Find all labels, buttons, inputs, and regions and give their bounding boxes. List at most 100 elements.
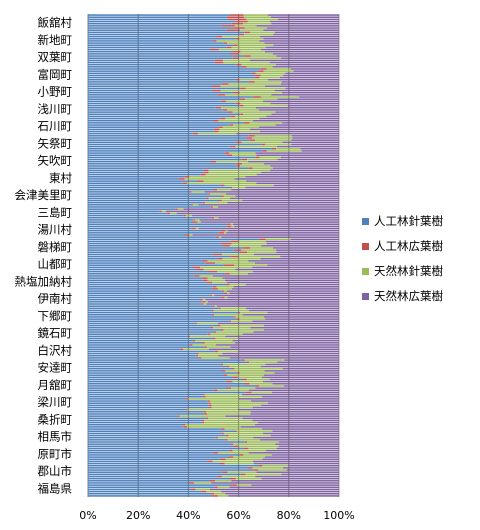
category-label: 浅川町 — [38, 102, 73, 116]
bar-segment — [239, 38, 264, 40]
bar-segment — [88, 255, 231, 258]
bar-segment — [195, 339, 233, 342]
bar-segment — [242, 378, 247, 381]
bar-segment — [216, 40, 260, 42]
bar-segment — [270, 434, 339, 437]
bar-segment — [209, 480, 216, 482]
bar-segment — [88, 195, 222, 197]
bar-segment — [275, 124, 339, 126]
bar-segment — [195, 354, 199, 357]
bar-segment — [268, 78, 339, 81]
bar-segment — [217, 350, 239, 353]
bar-segment — [233, 316, 236, 318]
bar-segment — [88, 128, 214, 131]
bar-segment — [217, 257, 223, 260]
bar-segment — [88, 119, 214, 122]
bar-segment — [221, 490, 339, 493]
bar-segment — [265, 318, 339, 320]
bar-segment — [214, 294, 339, 297]
x-tick-label: 0% — [79, 509, 96, 522]
bar-segment — [230, 346, 339, 348]
bar-segment — [88, 225, 227, 228]
bar-segment — [271, 147, 277, 150]
bar-segment — [240, 165, 271, 167]
bar-segment — [239, 251, 248, 254]
bar-segment — [259, 385, 284, 387]
bar-segment — [236, 318, 240, 320]
bar-segment — [184, 178, 235, 180]
bar-segment — [88, 357, 200, 359]
bar-segment — [209, 48, 219, 51]
bar-segment — [226, 154, 233, 157]
bar-segment — [196, 322, 218, 325]
bar-segment — [207, 413, 251, 415]
bar-segment — [88, 27, 234, 29]
bar-segment — [244, 441, 248, 443]
bar-segment — [244, 31, 251, 34]
bar-segment — [235, 102, 241, 105]
bar-segment — [88, 242, 221, 245]
bar-segment — [88, 89, 212, 92]
bar-segment — [88, 234, 185, 236]
bar-segment — [239, 372, 275, 374]
bar-segment — [223, 59, 251, 62]
bar-group — [88, 169, 339, 187]
bar-segment — [88, 124, 230, 126]
bar-segment — [256, 25, 339, 27]
bar-segment — [203, 169, 209, 172]
bar-segment — [88, 467, 248, 469]
bar-segment — [230, 197, 339, 200]
bar-segment — [292, 137, 339, 139]
bar-group — [88, 31, 339, 49]
bar-segment — [242, 417, 339, 420]
bar-segment — [215, 262, 255, 264]
bar-segment — [264, 50, 339, 53]
bar-segment — [222, 35, 260, 38]
bar-segment — [217, 94, 226, 96]
bar-segment — [233, 27, 245, 29]
bar-segment — [246, 361, 250, 364]
bar-segment — [185, 408, 188, 411]
bar-segment — [215, 236, 220, 238]
bar-segment — [194, 322, 197, 325]
bar-segment — [255, 385, 260, 387]
bar-segment — [273, 44, 339, 47]
bar-segment — [88, 173, 201, 176]
legend-label: 人工林針葉樹 — [374, 214, 443, 228]
bar-segment — [88, 408, 186, 411]
bar-segment — [183, 426, 188, 428]
bar-segment — [232, 186, 246, 189]
bar-segment — [88, 374, 225, 376]
bar-segment — [236, 430, 273, 433]
bar-segment — [225, 439, 228, 441]
bar-segment — [277, 361, 339, 364]
bar-segment — [256, 182, 339, 185]
bar-segment — [201, 342, 205, 344]
bar-segment — [197, 221, 201, 223]
bar-segment — [88, 245, 224, 247]
bar-segment — [208, 169, 270, 172]
category-label: 福島県 — [38, 481, 73, 495]
bar-segment — [186, 214, 193, 217]
bar-segment — [263, 29, 339, 31]
bar-segment — [88, 152, 225, 154]
bar-segment — [236, 484, 252, 486]
bar-segment — [88, 180, 198, 182]
bar-segment — [88, 63, 236, 66]
bar-segment — [88, 389, 214, 392]
bar-segment — [252, 467, 283, 469]
bar-segment — [88, 111, 229, 113]
bar-segment — [247, 467, 253, 469]
bar-segment — [88, 419, 202, 422]
bar-segment — [233, 91, 240, 94]
bar-segment — [248, 160, 339, 163]
bar-segment — [226, 193, 339, 195]
bar-segment — [222, 277, 339, 279]
bar-segment — [223, 61, 270, 64]
bar-segment — [226, 46, 232, 49]
bar-segment — [88, 305, 213, 307]
bar-segment — [88, 352, 197, 355]
bar-segment — [88, 115, 231, 118]
bar-segment — [243, 122, 250, 124]
legend-item: 天然林針葉樹 — [362, 264, 443, 278]
